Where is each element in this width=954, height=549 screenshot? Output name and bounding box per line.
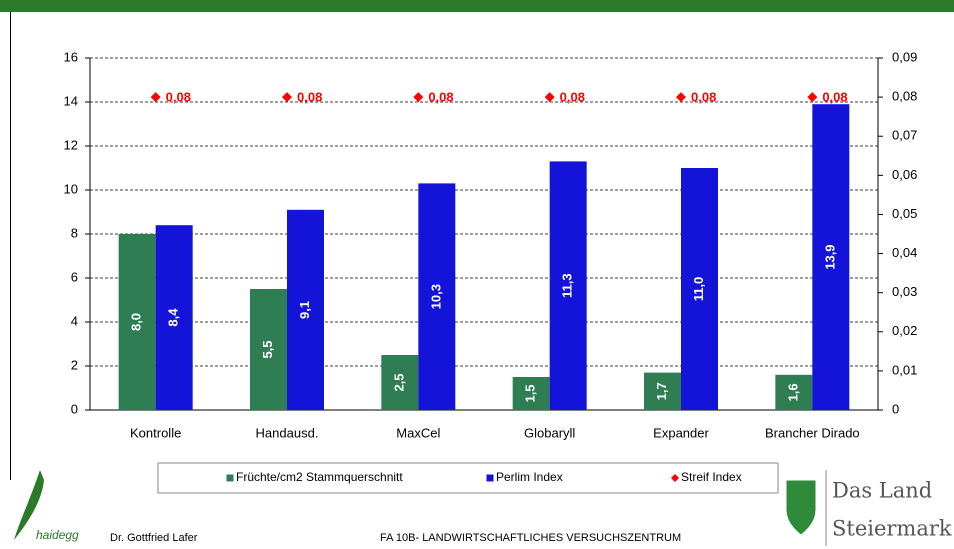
- institution: FA 10B- LANDWIRTSCHAFTLICHES VERSUCHSZEN…: [380, 532, 681, 544]
- marker: [413, 92, 424, 103]
- author: Dr. Gottfried Lafer: [110, 532, 198, 544]
- value-label: 10,3: [428, 284, 443, 309]
- bar: [549, 161, 587, 410]
- y2-tick-label: 0,05: [892, 206, 917, 221]
- y2-tick-label: 0,09: [892, 49, 917, 64]
- bar: [250, 289, 287, 410]
- value-label: 11,0: [691, 277, 706, 302]
- y2-tick-label: 0,08: [892, 89, 917, 104]
- legend-label: Perlim Index: [496, 470, 563, 484]
- value-label: 0,08: [822, 90, 847, 105]
- y2-tick-label: 0,07: [892, 128, 917, 143]
- value-label: 0,08: [560, 90, 585, 105]
- value-label: 2,5: [391, 373, 406, 391]
- bar: [681, 168, 718, 410]
- value-label: 0,08: [166, 90, 191, 105]
- x-tick-label: MaxCel: [396, 425, 440, 440]
- bar: [381, 355, 419, 410]
- header-bar: [0, 0, 954, 12]
- marker: [544, 92, 555, 103]
- y-tick-label: 6: [71, 269, 78, 284]
- legend-marker: [226, 474, 234, 482]
- brand-line: Das Land: [832, 479, 932, 503]
- bar: [775, 374, 813, 410]
- crest: [785, 479, 817, 536]
- y2-tick-label: 0: [892, 401, 899, 416]
- x-tick-label: Globaryll: [524, 425, 575, 440]
- value-label: 9,1: [297, 301, 312, 319]
- y2-tick-label: 0,06: [892, 167, 917, 182]
- bar: [418, 183, 456, 410]
- brand-line: Steiermark: [832, 517, 952, 541]
- bar: [118, 234, 156, 410]
- value-label: 13,9: [822, 244, 837, 269]
- y2-tick-label: 0,01: [892, 362, 917, 377]
- logo-text: haidegg: [36, 528, 79, 542]
- y-tick-label: 2: [71, 357, 78, 372]
- y-tick-label: 0: [71, 401, 78, 416]
- legend-label: Streif Index: [681, 470, 742, 484]
- bar: [512, 377, 550, 410]
- value-label: 0,08: [428, 90, 453, 105]
- value-label: 8,0: [129, 313, 144, 331]
- y2-tick-label: 0,03: [892, 284, 917, 299]
- value-label: 1,6: [785, 383, 800, 401]
- x-tick-label: Handausd.: [256, 425, 319, 440]
- marker: [807, 92, 818, 103]
- legend-marker: [671, 474, 679, 482]
- marker: [676, 92, 686, 103]
- bar: [812, 104, 850, 410]
- y-tick-label: 4: [71, 313, 78, 328]
- bar: [287, 209, 324, 410]
- marker: [282, 92, 292, 103]
- logo-leaf: [14, 470, 44, 540]
- y2-tick-label: 0,02: [892, 323, 917, 338]
- y-tick-label: 14: [64, 93, 78, 108]
- x-tick-label: Brancher Dirado: [765, 425, 860, 440]
- value-label: 11,3: [560, 273, 575, 298]
- value-label: 1,5: [523, 384, 538, 402]
- x-tick-label: Expander: [653, 425, 709, 440]
- y-tick-label: 16: [64, 49, 78, 64]
- marker: [150, 92, 161, 103]
- y-tick-label: 10: [64, 181, 78, 196]
- legend-marker: [486, 474, 494, 482]
- legend-label: Früchte/cm2 Stammquerschnitt: [236, 470, 403, 484]
- y-tick-label: 8: [71, 225, 78, 240]
- value-label: 8,4: [166, 308, 181, 327]
- value-label: 0,08: [691, 90, 716, 105]
- value-label: 1,7: [654, 382, 669, 400]
- bar: [155, 225, 193, 410]
- bar: [644, 372, 681, 410]
- y-tick-label: 12: [64, 137, 78, 152]
- y2-tick-label: 0,04: [892, 245, 917, 260]
- x-tick-label: Kontrolle: [130, 425, 181, 440]
- value-label: 5,5: [260, 340, 275, 358]
- value-label: 0,08: [297, 90, 322, 105]
